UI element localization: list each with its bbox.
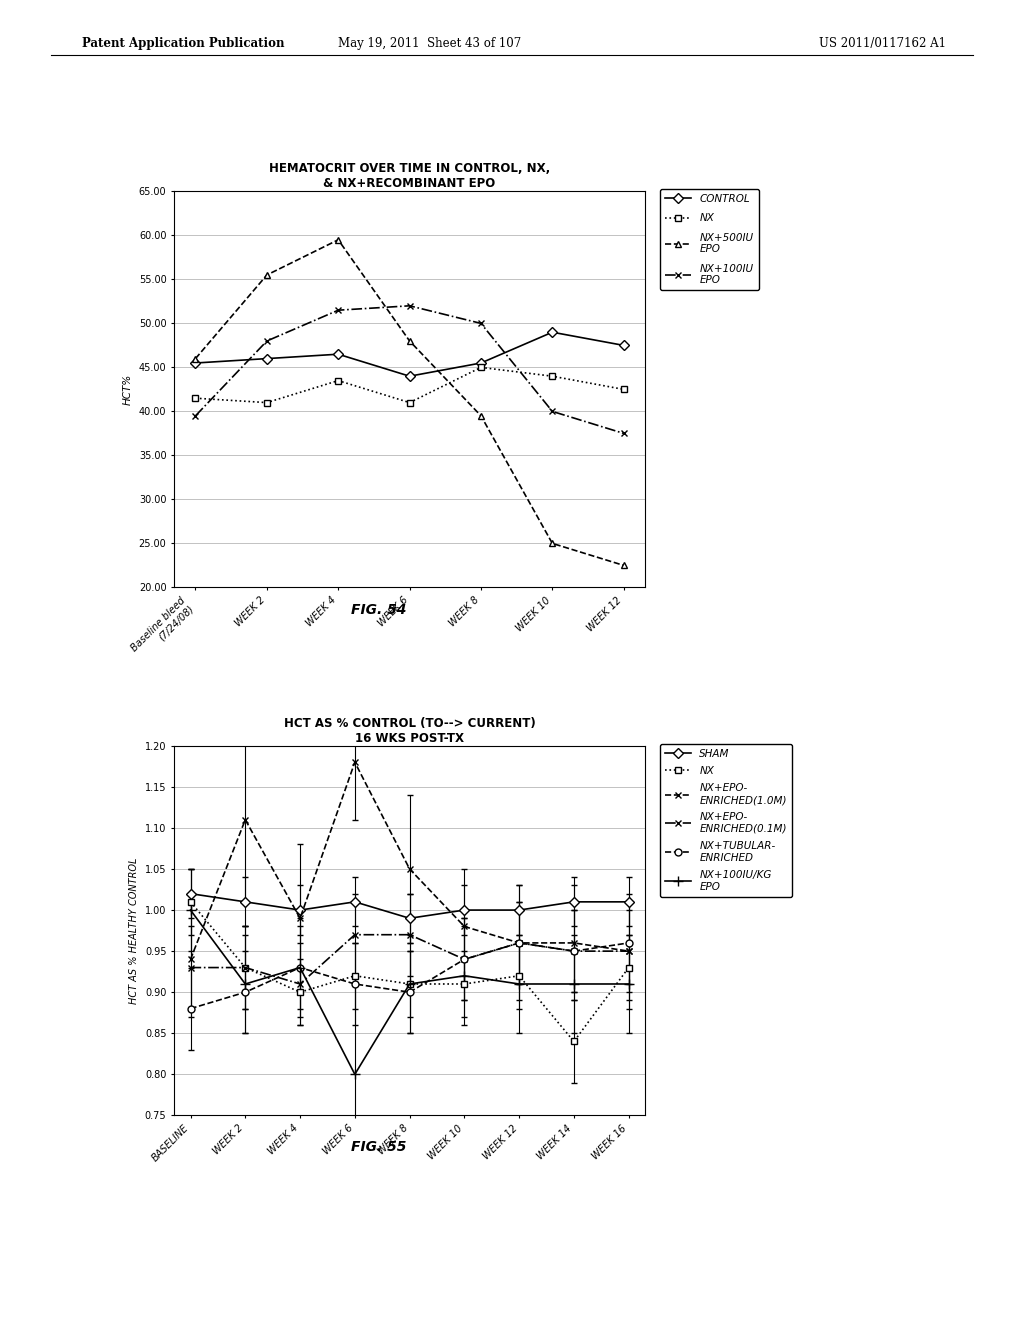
NX+500IU
EPO bbox=[403, 333, 416, 348]
NX+100IU
EPO bbox=[261, 333, 273, 348]
NX+100IU
EPO bbox=[332, 302, 344, 318]
Line: NX+500IU
EPO: NX+500IU EPO bbox=[193, 236, 627, 569]
Title: HCT AS % CONTROL (TO--> CURRENT)
16 WKS POST-TX: HCT AS % CONTROL (TO--> CURRENT) 16 WKS … bbox=[284, 717, 536, 744]
CONTROL bbox=[261, 351, 273, 367]
Title: HEMATOCRIT OVER TIME IN CONTROL, NX,
& NX+RECOMBINANT EPO: HEMATOCRIT OVER TIME IN CONTROL, NX, & N… bbox=[269, 162, 550, 190]
NX bbox=[403, 395, 416, 411]
CONTROL bbox=[546, 325, 558, 341]
NX+100IU
EPO bbox=[617, 425, 630, 441]
NX+500IU
EPO bbox=[189, 351, 202, 367]
NX bbox=[189, 391, 202, 407]
CONTROL bbox=[332, 346, 344, 362]
Y-axis label: HCT%: HCT% bbox=[123, 374, 133, 405]
NX+100IU
EPO bbox=[475, 315, 487, 331]
NX+500IU
EPO bbox=[617, 557, 630, 573]
NX bbox=[332, 372, 344, 388]
CONTROL bbox=[475, 355, 487, 371]
CONTROL bbox=[403, 368, 416, 384]
Legend: SHAM, NX, NX+EPO-
ENRICHED(1.0M), NX+EPO-
ENRICHED(0.1M), NX+TUBULAR-
ENRICHED, : SHAM, NX, NX+EPO- ENRICHED(1.0M), NX+EPO… bbox=[659, 743, 792, 896]
NX bbox=[546, 368, 558, 384]
NX+500IU
EPO bbox=[546, 536, 558, 552]
Legend: CONTROL, NX, NX+500IU
EPO, NX+100IU
EPO: CONTROL, NX, NX+500IU EPO, NX+100IU EPO bbox=[659, 189, 759, 290]
Text: Patent Application Publication: Patent Application Publication bbox=[82, 37, 285, 50]
Text: FIG. 54: FIG. 54 bbox=[351, 603, 407, 616]
NX+500IU
EPO bbox=[332, 232, 344, 248]
NX+500IU
EPO bbox=[475, 408, 487, 424]
Line: NX: NX bbox=[193, 364, 627, 407]
NX+100IU
EPO bbox=[546, 404, 558, 420]
NX bbox=[261, 395, 273, 411]
NX+500IU
EPO bbox=[261, 267, 273, 282]
NX bbox=[617, 381, 630, 397]
NX+100IU
EPO bbox=[403, 298, 416, 314]
Line: NX+100IU
EPO: NX+100IU EPO bbox=[193, 302, 627, 437]
Y-axis label: HCT AS % HEALTHY CONTROL: HCT AS % HEALTHY CONTROL bbox=[129, 858, 139, 1003]
Text: FIG. 55: FIG. 55 bbox=[351, 1140, 407, 1154]
Text: May 19, 2011  Sheet 43 of 107: May 19, 2011 Sheet 43 of 107 bbox=[339, 37, 521, 50]
Text: US 2011/0117162 A1: US 2011/0117162 A1 bbox=[819, 37, 946, 50]
CONTROL bbox=[189, 355, 202, 371]
Line: CONTROL: CONTROL bbox=[193, 329, 627, 380]
NX+100IU
EPO bbox=[189, 408, 202, 424]
CONTROL bbox=[617, 338, 630, 354]
NX bbox=[475, 359, 487, 375]
